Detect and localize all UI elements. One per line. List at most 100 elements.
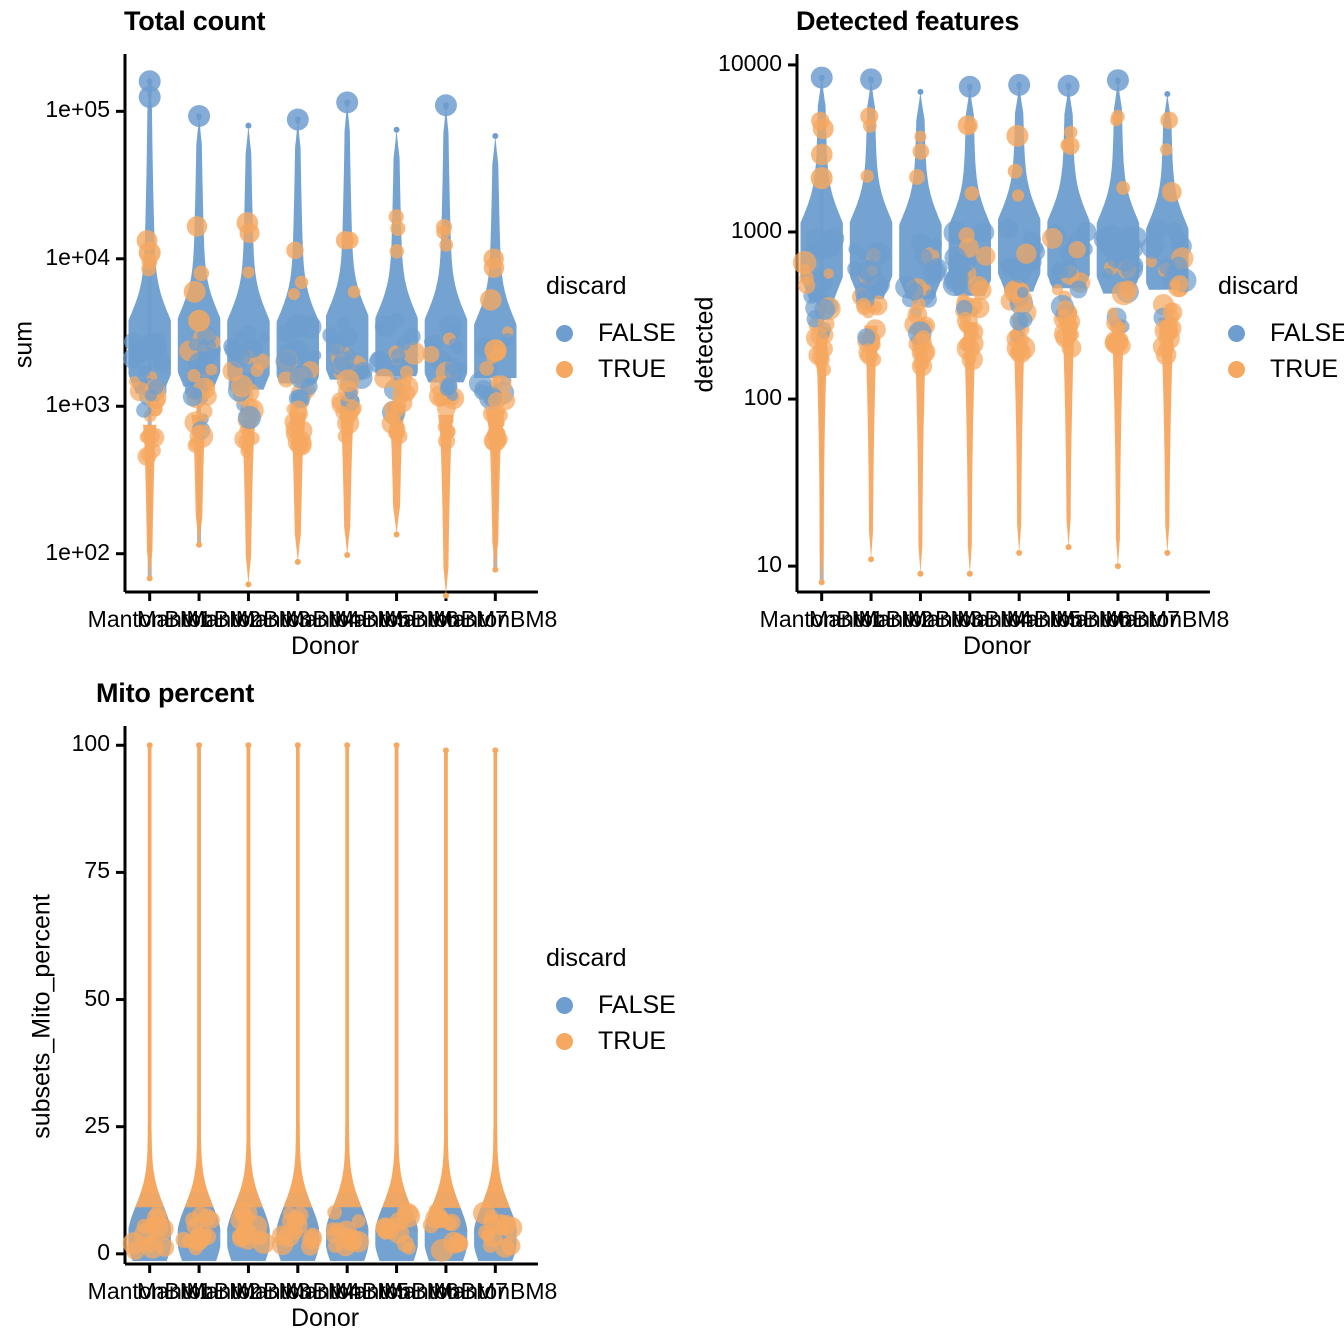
legend-row-false[interactable]: FALSE	[546, 987, 676, 1023]
y-axis-title-detected-features: detected	[690, 296, 719, 393]
data-point-false	[501, 333, 514, 346]
violin-true-spike	[283, 745, 313, 1208]
x-tick-label: MantonBM1	[87, 1278, 212, 1304]
data-point-true	[811, 143, 833, 166]
data-point-true	[271, 1233, 294, 1256]
data-point-true	[1007, 163, 1023, 179]
data-point-true	[434, 1212, 450, 1228]
y-tick-label: 10	[756, 551, 782, 578]
data-point-false	[857, 328, 876, 347]
data-point-false	[190, 387, 202, 399]
data-point-true	[816, 362, 832, 377]
violin-true-spike	[431, 750, 461, 1208]
plot-area-mito-percent	[116, 726, 538, 1273]
panel-total-count: Total count sum Donor discard FALSE TRUE…	[0, 0, 676, 672]
y-tick-label: 50	[84, 984, 110, 1011]
legend-title: discard	[1218, 272, 1299, 300]
data-point-true	[909, 169, 925, 185]
data-point-false	[1158, 258, 1176, 276]
data-point-false	[275, 350, 297, 372]
legend-row-true[interactable]: TRUE	[546, 1023, 676, 1059]
data-point-false	[239, 325, 257, 342]
data-point-true	[860, 169, 874, 183]
x-tick-label: MantonBM3	[186, 606, 311, 632]
data-point-true	[1161, 182, 1182, 202]
data-point-true	[1061, 136, 1080, 155]
x-tick-label: MantonBM4	[235, 606, 360, 632]
legend-row-false[interactable]: FALSE	[1218, 315, 1344, 351]
outlier-point-false	[138, 86, 161, 109]
plot-area-detected-features	[788, 54, 1210, 601]
y-tick-label: 10000	[718, 49, 782, 76]
outlier-point-true	[810, 167, 833, 190]
data-point-false	[451, 341, 464, 354]
data-point-false	[344, 349, 357, 361]
data-point-false	[259, 332, 270, 344]
violin-cap	[245, 122, 252, 129]
data-point-true	[239, 223, 260, 244]
legend-row-false[interactable]: FALSE	[546, 315, 676, 351]
data-point-false	[1113, 247, 1137, 272]
data-point-true	[383, 401, 400, 417]
legend-swatch-false-icon	[546, 987, 582, 1023]
data-point-true	[489, 1213, 511, 1236]
data-point-false	[974, 222, 995, 243]
violin-true	[438, 414, 454, 596]
violin-true	[962, 322, 978, 574]
violin-cap	[818, 579, 825, 586]
data-point-false	[438, 315, 462, 339]
data-point-true	[862, 118, 877, 133]
data-point-true	[1061, 337, 1082, 358]
data-point-true	[394, 377, 412, 394]
data-point-false	[368, 351, 392, 374]
violin-true	[1110, 322, 1126, 565]
data-point-true	[480, 289, 502, 311]
data-point-true	[390, 220, 406, 237]
data-point-true	[1067, 328, 1080, 341]
panel-title-total-count: Total count	[124, 6, 266, 36]
violin-true	[815, 332, 828, 582]
data-point-true	[287, 287, 300, 301]
outlier-point-false	[434, 94, 457, 117]
data-point-true	[964, 186, 980, 201]
data-point-false	[1058, 259, 1078, 279]
data-point-true	[1016, 243, 1037, 264]
data-point-false	[439, 381, 455, 397]
data-point-true	[287, 430, 312, 455]
data-point-false	[322, 326, 339, 344]
data-point-false	[1049, 275, 1061, 287]
data-point-false	[925, 289, 937, 300]
data-point-true	[491, 415, 505, 430]
x-tick-label: MantonBM8	[433, 606, 558, 632]
legend-row-true[interactable]: TRUE	[1218, 351, 1344, 387]
x-tick-label: MantonBM3	[186, 1278, 311, 1304]
legend-swatch-false-icon	[1218, 315, 1254, 351]
data-point-false	[285, 314, 310, 339]
data-point-true	[440, 425, 452, 438]
violin-cap	[868, 556, 875, 563]
data-point-true	[1006, 124, 1029, 147]
x-tick-label: MantonBM4	[907, 606, 1032, 632]
data-point-false	[338, 326, 358, 347]
violin-cap	[1164, 549, 1171, 556]
legend-title: discard	[546, 272, 627, 300]
data-point-false	[1016, 286, 1029, 299]
legend-label-false: FALSE	[1270, 318, 1344, 347]
data-point-true	[336, 369, 360, 393]
data-point-true	[187, 437, 203, 453]
violin-false	[227, 125, 270, 390]
data-point-false	[866, 243, 885, 262]
legend-swatch-false-icon	[546, 315, 582, 351]
data-point-true	[1111, 281, 1136, 306]
data-point-true	[183, 280, 206, 303]
data-point-true	[443, 414, 454, 425]
data-point-false	[152, 353, 172, 372]
data-point-true	[253, 1230, 268, 1245]
legend-total-count: discard FALSE TRUE	[546, 272, 676, 387]
data-point-true	[186, 216, 208, 237]
legend-row-true[interactable]: TRUE	[546, 351, 676, 387]
data-point-false	[1069, 280, 1088, 299]
violin-cap	[492, 566, 499, 573]
data-point-true	[1116, 181, 1131, 195]
data-point-false	[929, 238, 943, 251]
